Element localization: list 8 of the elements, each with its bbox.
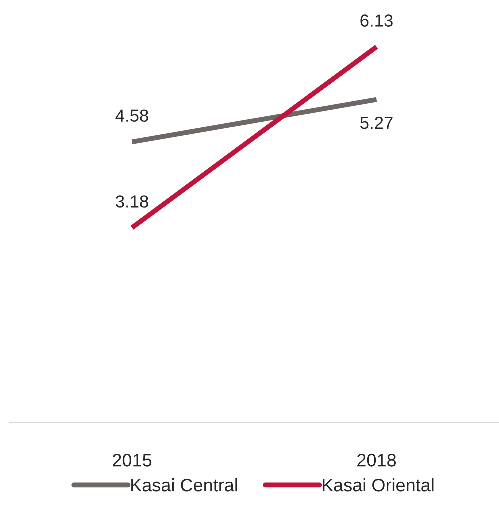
data-label: 6.13 xyxy=(360,14,393,27)
data-label: 5.27 xyxy=(360,116,393,130)
data-label: 4.58 xyxy=(116,110,148,122)
legend-label: Kasai Central xyxy=(132,478,238,492)
x-tick-label: 2018 xyxy=(358,454,396,467)
legend-label: Kasai Oriental xyxy=(322,478,434,492)
x-tick-label: 2015 xyxy=(113,454,152,467)
data-label: 3.18 xyxy=(116,196,148,208)
